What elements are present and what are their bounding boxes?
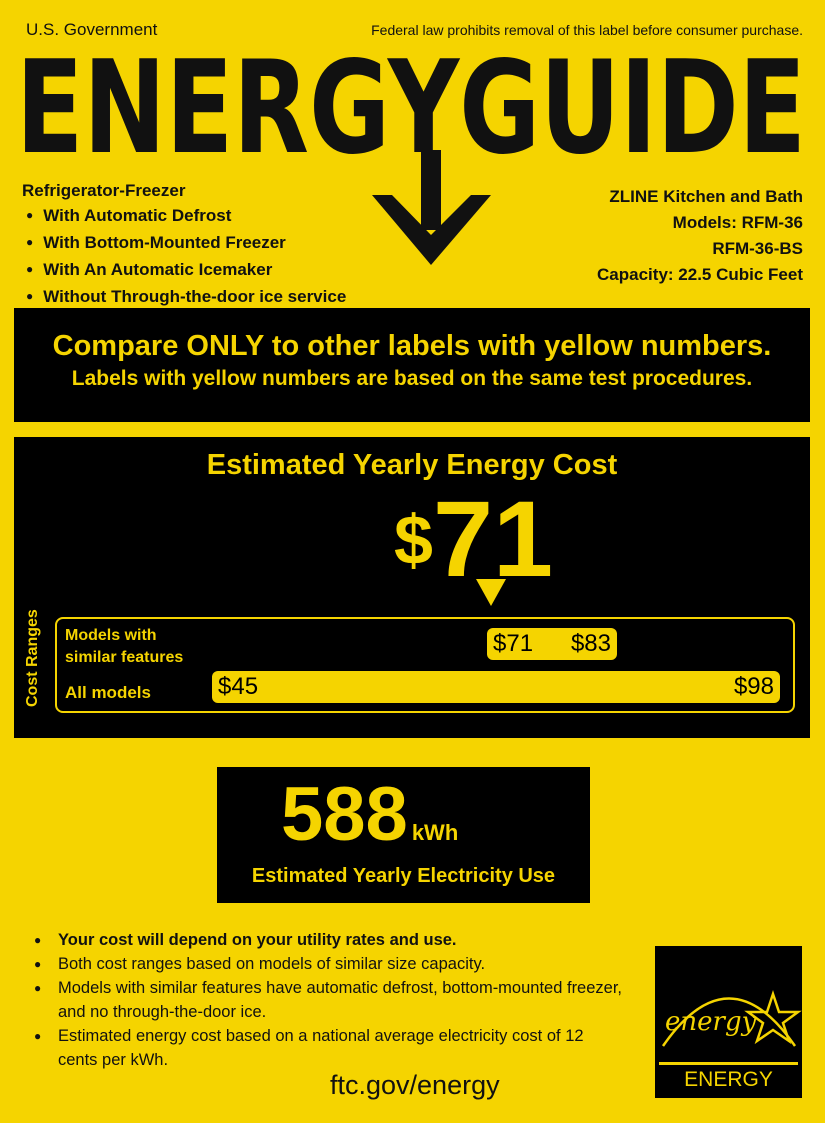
product-info: Refrigerator-Freezer With Automatic Defr… xyxy=(22,180,346,310)
manufacturer-name: ZLINE Kitchen and Bath xyxy=(609,187,803,206)
kwh-label: Estimated Yearly Electricity Use xyxy=(251,865,556,887)
energyguide-title: ENERGYGUIDE xyxy=(16,52,806,162)
feature-item: With An Automatic Icemaker xyxy=(22,256,346,283)
energy-star-icon: energy xyxy=(661,990,802,1047)
product-type: Refrigerator-Freezer xyxy=(22,181,186,200)
feature-item: Without Through-the-door ice service xyxy=(22,283,346,310)
all-low: $45 xyxy=(218,673,259,700)
cost-ranges-label: Cost Ranges xyxy=(24,609,41,707)
cost-pointer-icon xyxy=(476,579,506,606)
svg-text:ENERGYGUIDE: ENERGYGUIDE xyxy=(16,52,806,162)
note-item: Estimated energy cost based on a nationa… xyxy=(28,1024,588,1072)
model-number-2: RFM-36-BS xyxy=(712,239,803,258)
energy-star-label: ENERGY STAR xyxy=(659,1062,798,1120)
note-item: Models with similar features have automa… xyxy=(28,976,648,1024)
similar-high: $83 xyxy=(570,630,611,657)
note-item: Both cost ranges based on models of simi… xyxy=(28,952,648,976)
down-arrow-icon xyxy=(372,150,491,265)
kwh-value: 588 kWh xyxy=(281,772,459,857)
note-item: Your cost will depend on your utility ra… xyxy=(28,928,648,952)
all-high: $98 xyxy=(733,673,774,700)
compare-line-1: Compare ONLY to other labels with yellow… xyxy=(52,330,772,362)
similar-label: Models with similar features xyxy=(65,627,184,666)
feature-item: With Automatic Defrost xyxy=(22,202,346,229)
cost-heading: Estimated Yearly Energy Cost xyxy=(206,449,618,481)
energy-star-logo: energy ENERGY STAR xyxy=(655,946,802,1120)
compare-box: Compare ONLY to other labels with yellow… xyxy=(14,308,810,422)
cost-box: Estimated Yearly Energy Cost $71 Cost Ra… xyxy=(14,437,810,738)
compare-line-2: Labels with yellow numbers are based on … xyxy=(71,367,753,390)
feature-item: With Bottom-Mounted Freezer xyxy=(22,229,346,256)
cost-ranges-box: Models with similar features $71 $83 All m… xyxy=(55,617,795,713)
electricity-box: 588 kWh Estimated Yearly Electricity Use xyxy=(217,767,590,903)
all-range-bar: $45 $98 xyxy=(212,671,780,703)
similar-range-bar: $71 $83 xyxy=(487,628,617,660)
svg-text:energy: energy xyxy=(665,1007,757,1037)
gov-label: U.S. Government xyxy=(26,20,158,39)
capacity: Capacity: 22.5 Cubic Feet xyxy=(597,265,803,284)
ftc-link[interactable]: ftc.gov/energy xyxy=(330,1070,500,1100)
model-number: Models: RFM-36 xyxy=(672,213,803,232)
manufacturer-info: ZLINE Kitchen and Bath Models: RFM-36 RF… xyxy=(597,184,803,288)
cost-value: $71 xyxy=(394,478,554,599)
notes-list: Your cost will depend on your utility ra… xyxy=(28,928,648,1072)
all-models-label: All models xyxy=(65,683,151,702)
similar-low: $71 xyxy=(493,630,534,657)
law-notice: Federal law prohibits removal of this la… xyxy=(371,22,803,38)
